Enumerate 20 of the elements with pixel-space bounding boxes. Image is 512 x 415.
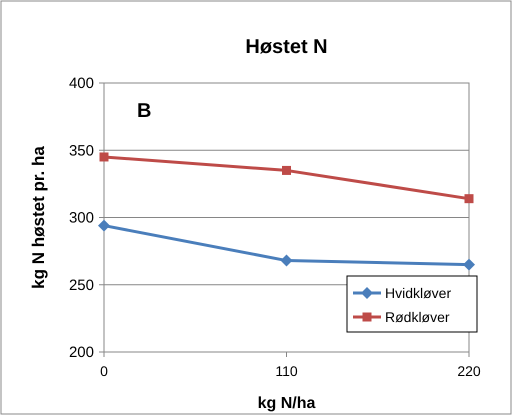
y-tick-label: 300 [68, 210, 94, 226]
point [282, 166, 291, 175]
x-tick-label: 220 [457, 363, 481, 379]
point [100, 152, 108, 162]
point [464, 194, 474, 204]
x-tick-label: 110 [275, 363, 298, 379]
y-tick-label: 250 [68, 276, 94, 294]
point [463, 258, 475, 271]
x-tick-label: 0 [100, 363, 108, 379]
legend-label: Hvidkløver [385, 285, 452, 301]
annotation: B [137, 100, 152, 122]
point [280, 254, 292, 267]
y-tick-label: 350 [68, 142, 94, 160]
x-axis-title: kg N/ha [258, 395, 316, 412]
point [98, 220, 110, 232]
legend-label: Rødkløver [385, 309, 450, 325]
y-tick-label: 200 [68, 344, 94, 361]
chart-title: Høstet N [245, 36, 328, 58]
y-tick-label: 400 [68, 75, 94, 92]
y-axis-title: kg N høstet pr. ha [29, 146, 48, 289]
